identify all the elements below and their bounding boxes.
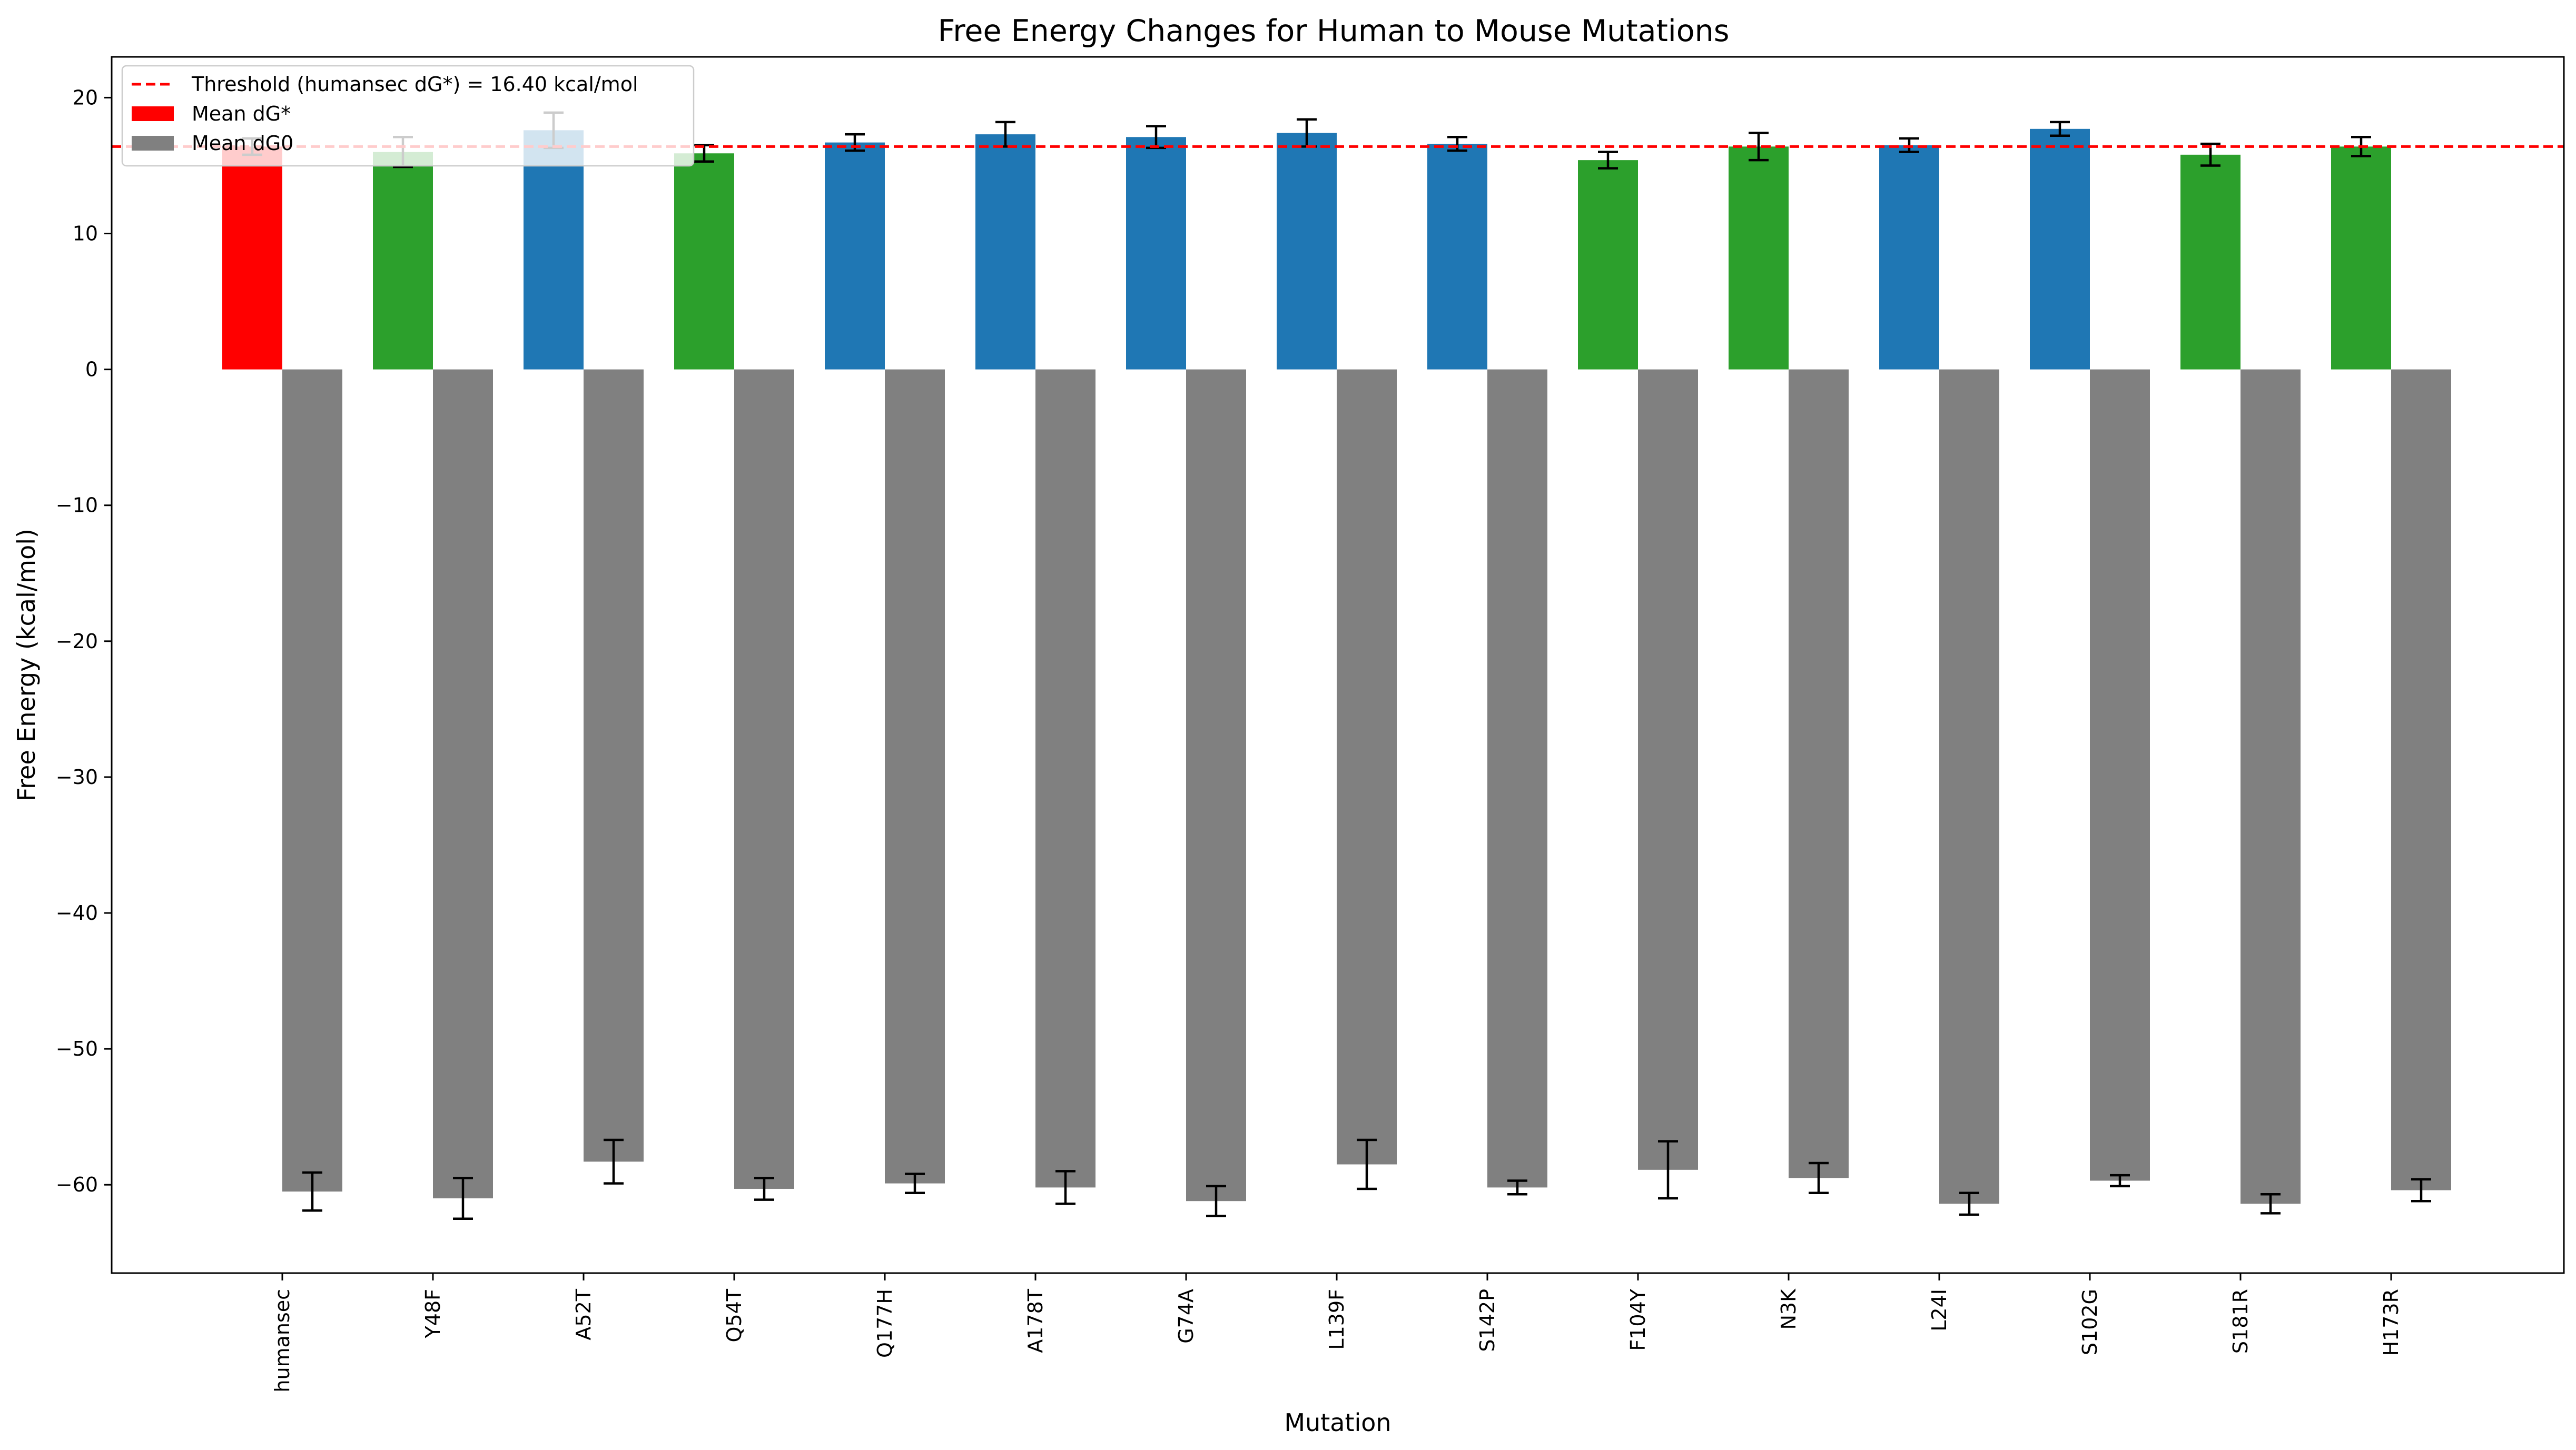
bar-dgstar-q177h	[825, 142, 885, 370]
errorbar-dgstar-l24i	[1899, 137, 1919, 153]
errorbar-dg0-l24i	[1959, 1191, 1979, 1216]
errorbar-dg0-y48f	[453, 1177, 473, 1220]
bar-dg0-g74a	[1186, 369, 1246, 1201]
bar-dgstar-n3k	[1729, 146, 1789, 370]
y-tick-label: −10	[56, 494, 98, 517]
y-tick-label: 10	[73, 222, 98, 245]
y-tick-label: −60	[56, 1173, 98, 1196]
x-tick-label: Q54T	[723, 1288, 746, 1342]
bar-dg0-a52t	[584, 369, 644, 1162]
errorbar-dg0-l139f	[1357, 1138, 1377, 1190]
bar-dg0-h173r	[2391, 369, 2451, 1190]
legend-dgstar-swatch	[132, 106, 174, 121]
x-tick-label: humansec	[271, 1289, 294, 1393]
errorbar-dg0-h173r	[2411, 1178, 2431, 1203]
chart-title: Free Energy Changes for Human to Mouse M…	[938, 14, 1730, 48]
x-tick-label: N3K	[1777, 1288, 1800, 1330]
bar-dgstar-s102g	[2030, 128, 2090, 370]
bar-dg0-s142p	[1487, 369, 1547, 1188]
errorbar-dg0-q54t	[754, 1177, 774, 1201]
bar-dg0-q177h	[885, 369, 945, 1184]
bar-dgstar-s142p	[1427, 144, 1487, 370]
bar-dg0-l24i	[1939, 369, 1999, 1204]
errorbar-dg0-s142p	[1507, 1179, 1527, 1196]
x-tick-label: S102G	[2078, 1289, 2101, 1355]
x-axis-ticks: humansec Y48F A52T Q54T Q177H A178T G74A L139F S…	[271, 1273, 2403, 1393]
errorbar-dg0-n3k	[1809, 1161, 1829, 1194]
bar-dg0-a178t	[1035, 369, 1095, 1188]
y-axis-label: Free Energy (kcal/mol)	[12, 529, 41, 801]
errorbar-dg0-g74a	[1206, 1185, 1226, 1217]
x-tick-label: G74A	[1175, 1289, 1198, 1344]
errorbar-dgstar-g74a	[1146, 125, 1166, 150]
legend-frame	[121, 65, 695, 167]
x-tick-label: S142P	[1476, 1289, 1499, 1352]
errorbar-dg0-s181r	[2261, 1193, 2281, 1215]
x-tick-label: H173R	[2380, 1289, 2403, 1356]
y-tick-label: −30	[56, 766, 98, 789]
bar-dgstar-humansec	[222, 146, 282, 370]
bar-dg0-n3k	[1789, 369, 1849, 1178]
bar-dg0-l139f	[1337, 369, 1397, 1165]
y-tick-label: −40	[56, 901, 98, 925]
bar-dgstar-l24i	[1879, 145, 1939, 370]
bar-dg0-q54t	[734, 369, 794, 1189]
legend-dg0-swatch	[132, 136, 174, 151]
legend: Threshold (humansec dG*) = 16.40 kcal/mo…	[121, 65, 695, 167]
x-tick-label: A52T	[572, 1288, 595, 1340]
x-tick-label: F104Y	[1626, 1288, 1650, 1350]
bar-dgstar-h173r	[2331, 146, 2391, 370]
bar-dg0-s102g	[2090, 369, 2150, 1181]
x-tick-label: Y48F	[421, 1289, 445, 1338]
errorbar-dg0-s102g	[2110, 1174, 2130, 1188]
bar-dgstar-q54t	[674, 153, 734, 370]
errorbar-dg0-f104y	[1658, 1140, 1678, 1200]
errorbar-dgstar-s102g	[2050, 121, 2070, 137]
legend-dg0-label: Mean dG0	[192, 132, 293, 155]
errorbar-dg0-a52t	[604, 1138, 624, 1185]
x-tick-label: L139F	[1325, 1289, 1348, 1350]
bar-dgstar-a178t	[975, 134, 1035, 370]
y-tick-label: 20	[73, 86, 98, 109]
bar-dg0-f104y	[1638, 369, 1698, 1170]
bar-dg0-humansec	[282, 369, 342, 1192]
bar-dgstar-a52t	[524, 130, 584, 370]
bars-layer	[222, 111, 2451, 1220]
x-tick-label: S181R	[2229, 1289, 2252, 1354]
x-tick-label: L24I	[1928, 1289, 1951, 1332]
y-axis-ticks: −60 −50 −40 −30 −20 −10 0 10 20	[56, 86, 112, 1196]
plot-frame	[111, 56, 2565, 1274]
errorbar-dg0-humansec	[302, 1171, 322, 1212]
bar-dgstar-l139f	[1277, 133, 1337, 370]
bar-dg0-y48f	[433, 369, 493, 1199]
errorbar-dg0-a178t	[1055, 1170, 1075, 1205]
bar-dgstar-f104y	[1578, 160, 1638, 370]
errorbar-dgstar-f104y	[1598, 151, 1618, 170]
x-axis-label: Mutation	[1284, 1408, 1391, 1437]
errorbar-dgstar-n3k	[1749, 132, 1769, 162]
bar-dg0-s181r	[2241, 369, 2301, 1204]
x-tick-label: A178T	[1024, 1288, 1047, 1353]
bar-dgstar-s181r	[2180, 154, 2241, 370]
errorbar-dgstar-q54t	[694, 144, 714, 163]
bar-dgstar-g74a	[1126, 137, 1186, 370]
y-tick-label: 0	[85, 358, 98, 381]
y-tick-label: −50	[56, 1037, 98, 1060]
legend-threshold-label: Threshold (humansec dG*) = 16.40 kcal/mo…	[191, 73, 638, 96]
y-tick-label: −20	[56, 630, 98, 653]
errorbar-dg0-q177h	[905, 1173, 925, 1194]
errorbar-dgstar-s142p	[1447, 136, 1467, 152]
errorbar-dgstar-q177h	[845, 133, 865, 152]
x-tick-label: Q177H	[873, 1289, 896, 1358]
legend-dgstar-label: Mean dG*	[192, 102, 291, 125]
bar-dgstar-y48f	[373, 152, 433, 370]
